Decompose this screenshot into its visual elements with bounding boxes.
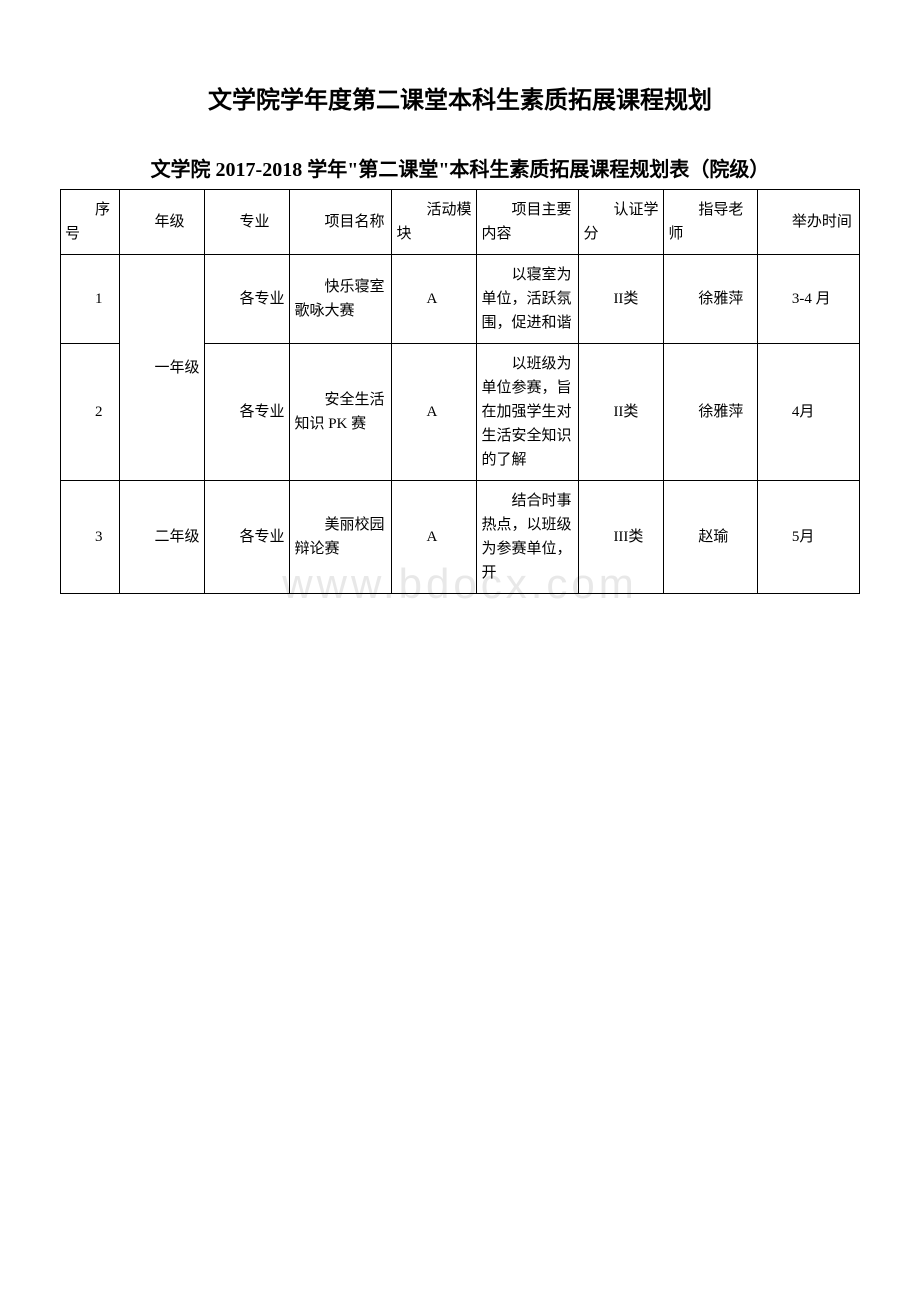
cell-time: 4月	[757, 344, 859, 481]
sub-title: 文学院 2017-2018 学年"第二课堂"本科生素质拓展课程规划表（院级）	[60, 155, 860, 185]
cell-module: A	[392, 255, 477, 344]
header-major: 专业	[205, 190, 290, 255]
cell-time: 3-4 月	[757, 255, 859, 344]
header-module: 活动模块	[392, 190, 477, 255]
cell-content: 结合时事热点，以班级为参赛单位，开	[477, 481, 579, 594]
cell-teacher: 赵瑜	[664, 481, 757, 594]
table-row: 1 一年级 各专业 快乐寝室歌咏大赛 A 以寝室为单位，活跃氛围，促进和谐 II…	[61, 255, 860, 344]
cell-credit: II类	[579, 344, 664, 481]
cell-grade: 二年级	[120, 481, 205, 594]
header-content: 项目主要内容	[477, 190, 579, 255]
cell-content: 以班级为单位参赛，旨在加强学生对生活安全知识的了解	[477, 344, 579, 481]
header-credit: 认证学分	[579, 190, 664, 255]
table-header-row: 序号 年级 专业 项目名称 活动模块 项目主要内容 认证学分 指导老师 举办时间	[61, 190, 860, 255]
cell-module: A	[392, 481, 477, 594]
cell-credit: II类	[579, 255, 664, 344]
cell-major: 各专业	[205, 255, 290, 344]
header-time: 举办时间	[757, 190, 859, 255]
cell-seq: 3	[61, 481, 120, 594]
cell-major: 各专业	[205, 481, 290, 594]
cell-name: 美丽校园辩论赛	[290, 481, 392, 594]
header-seq: 序号	[61, 190, 120, 255]
cell-name: 安全生活知识 PK 赛	[290, 344, 392, 481]
cell-grade: 一年级	[120, 255, 205, 481]
cell-module: A	[392, 344, 477, 481]
table-row: 3 二年级 各专业 美丽校园辩论赛 A 结合时事热点，以班级为参赛单位，开 II…	[61, 481, 860, 594]
cell-credit: III类	[579, 481, 664, 594]
header-teacher: 指导老师	[664, 190, 757, 255]
cell-major: 各专业	[205, 344, 290, 481]
main-title: 文学院学年度第二课堂本科生素质拓展课程规划	[60, 80, 860, 115]
cell-content: 以寝室为单位，活跃氛围，促进和谐	[477, 255, 579, 344]
course-plan-table: 序号 年级 专业 项目名称 活动模块 项目主要内容 认证学分 指导老师 举办时间…	[60, 189, 860, 594]
cell-teacher: 徐雅萍	[664, 344, 757, 481]
cell-time: 5月	[757, 481, 859, 594]
cell-seq: 1	[61, 255, 120, 344]
cell-seq: 2	[61, 344, 120, 481]
cell-name: 快乐寝室歌咏大赛	[290, 255, 392, 344]
cell-teacher: 徐雅萍	[664, 255, 757, 344]
header-grade: 年级	[120, 190, 205, 255]
header-name: 项目名称	[290, 190, 392, 255]
